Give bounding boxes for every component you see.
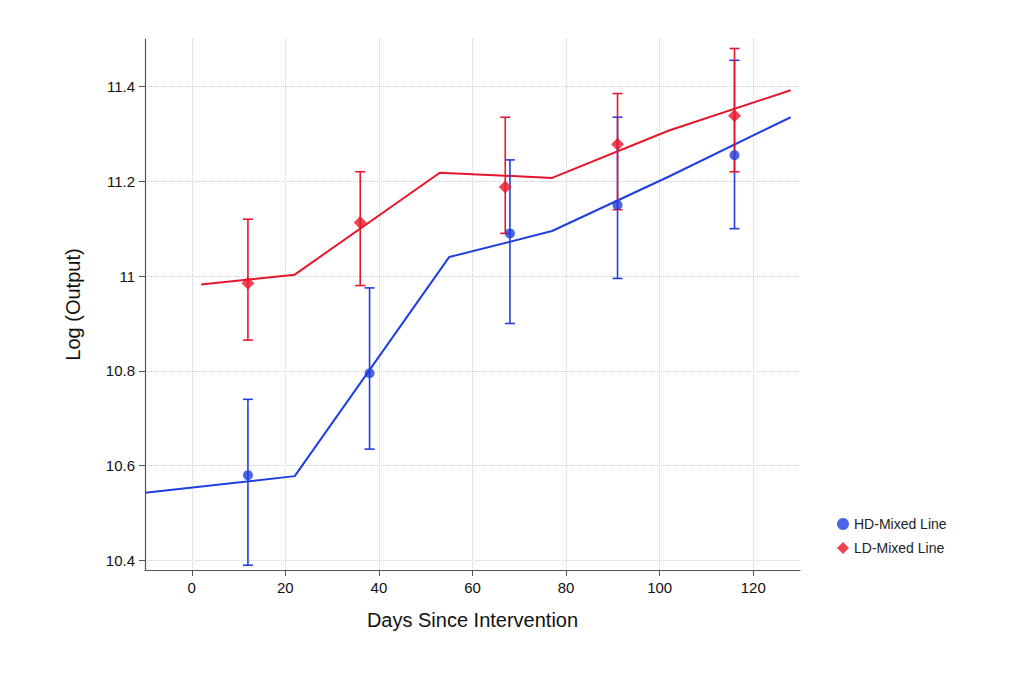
- svg-text:10.4: 10.4: [106, 552, 135, 569]
- svg-text:HD-Mixed Line: HD-Mixed Line: [854, 516, 947, 532]
- svg-text:10.8: 10.8: [106, 362, 135, 379]
- svg-text:120: 120: [741, 579, 766, 596]
- svg-text:11.4: 11.4: [107, 78, 135, 95]
- svg-text:LD-Mixed Line: LD-Mixed Line: [854, 540, 944, 556]
- svg-text:Log (Output): Log (Output): [62, 248, 84, 360]
- svg-text:Days Since Intervention: Days Since Intervention: [367, 609, 578, 631]
- svg-text:11.2: 11.2: [107, 173, 135, 190]
- svg-text:11: 11: [119, 268, 135, 285]
- svg-text:10.6: 10.6: [106, 457, 135, 474]
- svg-text:20: 20: [277, 579, 294, 596]
- svg-text:100: 100: [647, 579, 672, 596]
- svg-text:80: 80: [558, 579, 575, 596]
- svg-text:40: 40: [371, 579, 388, 596]
- svg-text:60: 60: [464, 579, 481, 596]
- svg-text:0: 0: [188, 579, 196, 596]
